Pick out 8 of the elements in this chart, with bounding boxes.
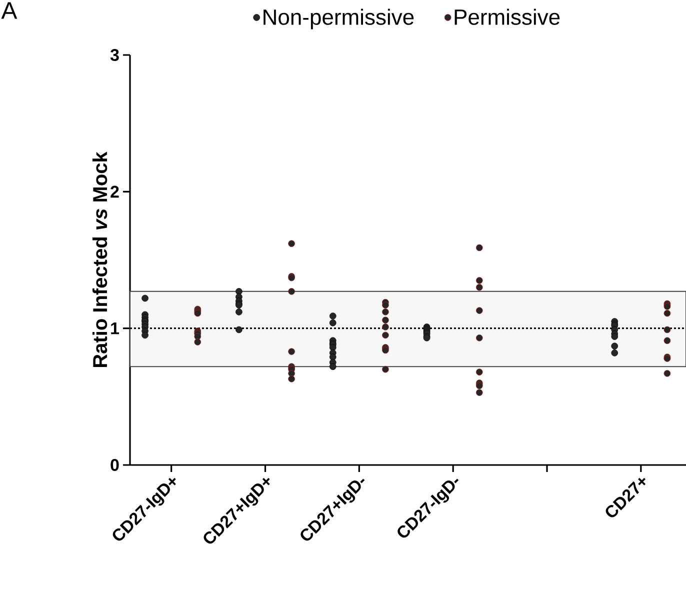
y-tick-label: 2 xyxy=(110,186,119,198)
y-tick-label: 0 xyxy=(110,458,119,472)
legend-label: Permissive xyxy=(454,8,560,25)
text: A xyxy=(1,2,18,19)
y-tick-label: 3 xyxy=(110,48,119,62)
legend-label: Non-permissive xyxy=(264,8,414,30)
y-axis-title: Ratio Infected vs Mock xyxy=(92,152,108,368)
y-tick-label: 1 xyxy=(111,322,120,334)
